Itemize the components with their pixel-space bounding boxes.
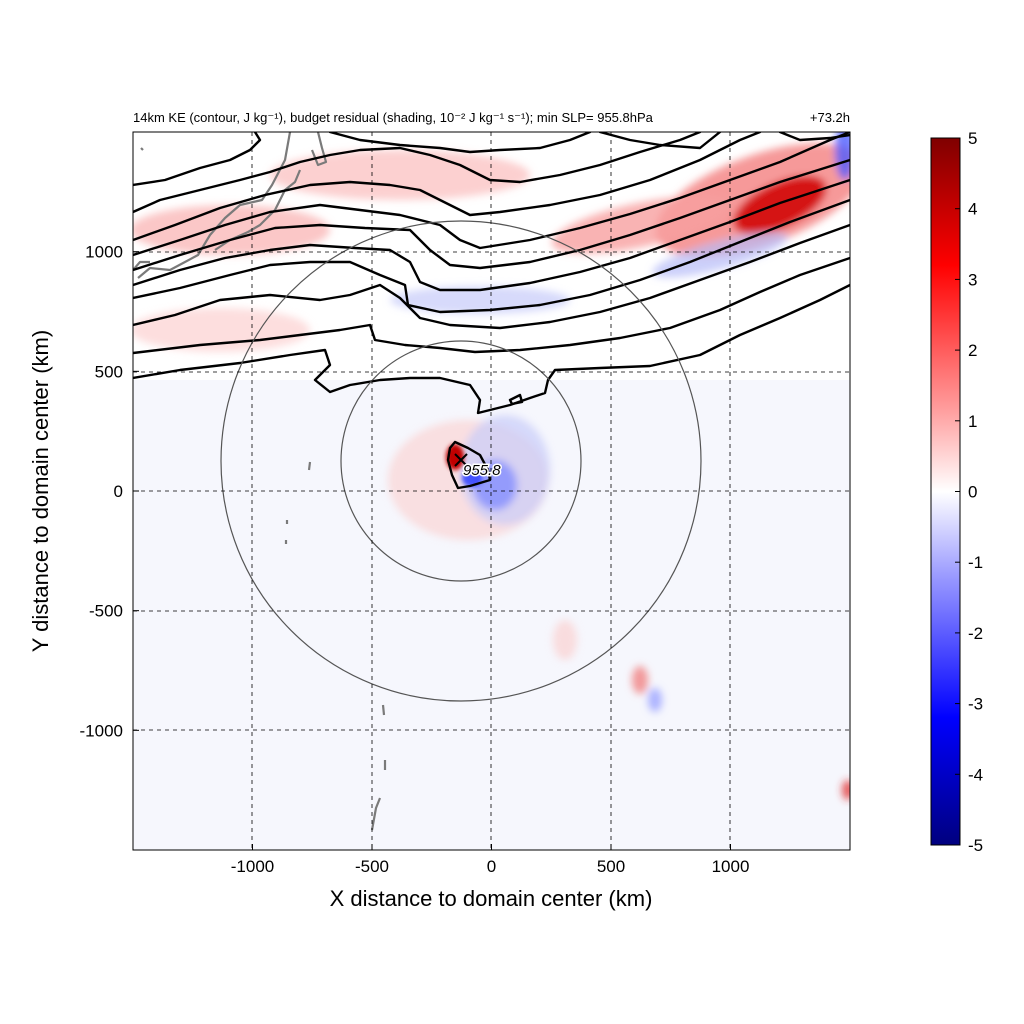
ke-contour-1: [133, 283, 850, 415]
coastline-islands-1: [307, 461, 312, 471]
shading-north-positive: [270, 150, 530, 200]
shading-north-negative: [652, 232, 788, 278]
colorbar-tick-label: 4: [968, 200, 977, 219]
coastline-korea: [133, 260, 150, 271]
shading-east-edge-positive: [842, 780, 850, 800]
colorbar-tick-label: -3: [968, 695, 983, 714]
x-tick-label: -1000: [231, 857, 274, 876]
ke-contour-5: [133, 178, 850, 292]
plot-area: 955.8: [132, 131, 851, 851]
range-ring-500km: [340, 340, 582, 582]
coastline-islands-6: [370, 797, 382, 831]
shading-eyewall-negative: [462, 469, 482, 487]
y-tick-label: -500: [89, 602, 123, 621]
x-tick-label: -500: [355, 857, 389, 876]
storm-center-marker: 955.8: [454, 453, 503, 481]
ke-contour-7: [133, 132, 850, 257]
shading-field: [133, 132, 850, 850]
storm-center-cross-2: [454, 453, 468, 467]
range-ring-1000km: [220, 220, 702, 702]
shading-blobs: [133, 132, 850, 800]
coastline-north-island: [310, 132, 328, 167]
colorbar-tick-label: -2: [968, 624, 983, 643]
shading-southwest-positive: [553, 620, 577, 660]
ke-contours: [133, 132, 850, 490]
ke-contour-4: [133, 198, 850, 314]
x-tick-label: 1000: [712, 857, 750, 876]
colorbar-tick-label: -5: [968, 836, 983, 855]
storm-min-slp-label: 955.8: [463, 462, 501, 479]
shading-southeast-pair-negative: [648, 688, 662, 712]
colorbar-tick-label: 2: [968, 341, 977, 360]
chart-title-time: +73.2h: [810, 110, 850, 125]
shading-west-positive: [133, 205, 330, 255]
shading-jet-positive-2: [551, 196, 729, 254]
ke-contour-11: [328, 132, 592, 154]
colorbar-tick-label: -4: [968, 765, 983, 784]
ke-contour-storm: [446, 440, 492, 490]
chart-title: 14km KE (contour, J kg⁻¹), budget residu…: [133, 110, 654, 125]
coastline-islands-7: [140, 147, 144, 151]
ke-contour-2: [133, 256, 850, 355]
colorbar-tick-label: -1: [968, 553, 983, 572]
y-tick-label: -1000: [80, 721, 123, 740]
x-axis: -1000 -500 0 500 1000: [231, 844, 750, 876]
ke-contour-14: [508, 393, 524, 406]
colorbar-ticks: 5 4 3 2 1 0 -1 -2 -3 -4 -5: [955, 129, 983, 855]
x-tick-label: 500: [597, 857, 625, 876]
x-axis-label: X distance to domain center (km): [330, 886, 653, 911]
ke-contour-10: [133, 132, 262, 187]
shading-east-negative: [835, 132, 850, 180]
y-tick-label: 1000: [85, 243, 123, 262]
y-tick-label: 0: [114, 482, 123, 501]
colorbar: 5 4 3 2 1 0 -1 -2 -3 -4 -5: [930, 129, 983, 855]
y-axis-label: Y distance to domain center (km): [28, 330, 53, 652]
ke-contour-6: [133, 158, 850, 272]
ke-contour-12: [598, 132, 722, 150]
colorbar-tick-label: 0: [968, 483, 977, 502]
colorbar-tick-label: 3: [968, 270, 977, 289]
colorbar-tick-label: 1: [968, 412, 977, 431]
ke-contour-3: [133, 223, 850, 330]
ke-contour-13: [778, 132, 850, 142]
shading-storm-negative: [473, 460, 517, 510]
shading-southeast-pair-positive: [632, 666, 648, 694]
y-tick-label: 500: [95, 362, 123, 381]
y-axis: -1000 -500 0 500 1000: [80, 243, 139, 740]
ke-contour-9: [133, 132, 702, 214]
ke-contour-8: [133, 132, 762, 242]
colorbar-tick-label: 5: [968, 129, 977, 148]
x-tick-label: 0: [487, 857, 496, 876]
coastline-islands-4: [381, 704, 386, 716]
shading-west-positive-2: [133, 308, 310, 352]
shading-jet-core: [733, 175, 827, 235]
